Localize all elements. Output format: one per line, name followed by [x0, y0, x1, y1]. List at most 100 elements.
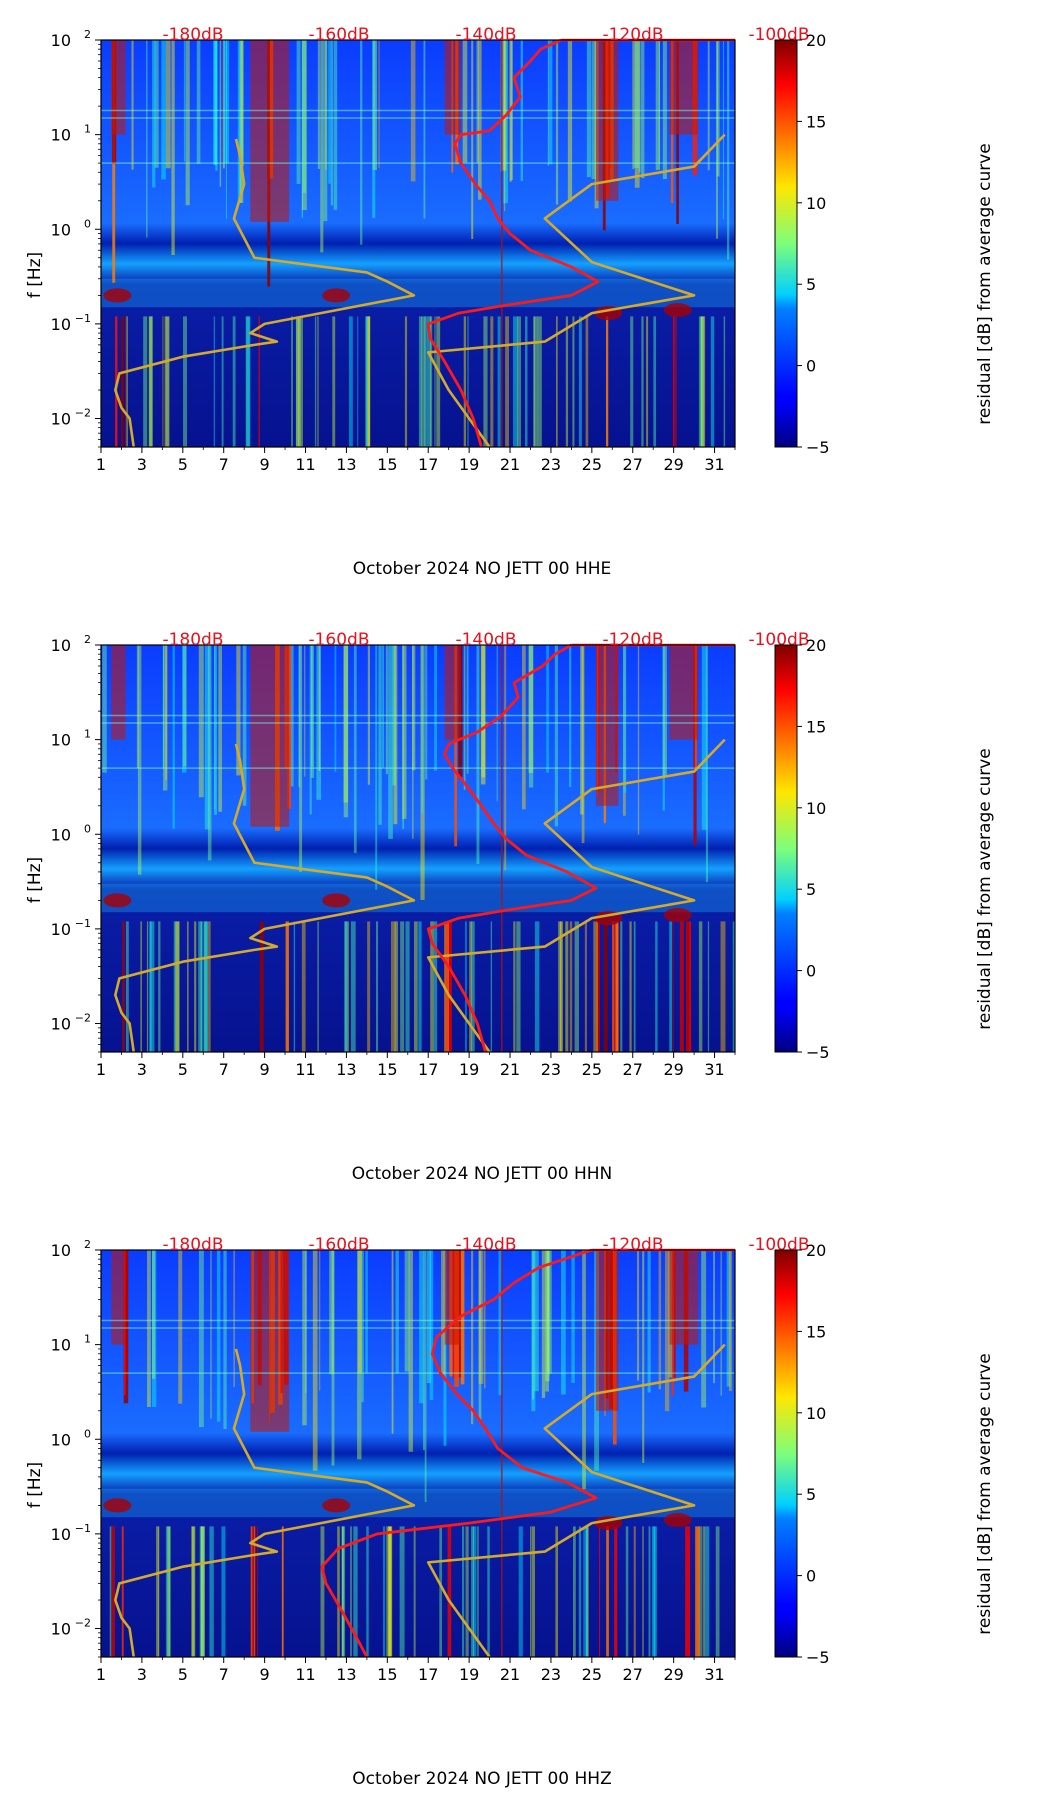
heatmap-streak [471, 40, 474, 240]
heatmap-streak [727, 40, 730, 260]
x-tick-label: 17 [418, 455, 438, 474]
heatmap-streak [330, 40, 334, 206]
y-tick-exponent: −1 [75, 917, 91, 930]
heatmap-streak [545, 1250, 550, 1382]
heatmap-streak [424, 1250, 427, 1503]
colorbar-tick-label: −5 [806, 1648, 830, 1667]
db-label-160: -160dB [308, 1235, 369, 1255]
heatmap-streak [664, 1250, 670, 1412]
heatmap-streak [343, 645, 349, 818]
heatmap-streak [152, 40, 156, 188]
heatmap-hotspot [663, 908, 692, 923]
x-tick-label: 9 [260, 1665, 270, 1684]
colorbar-tick-label: 5 [806, 275, 816, 294]
colorbar-gradient [774, 39, 798, 448]
db-label-140: -140dB [455, 25, 516, 45]
heatmap-streak [149, 921, 155, 1052]
heatmap-streak [533, 316, 536, 447]
heatmap-streak [178, 1250, 183, 1404]
x-tick-label: 19 [459, 1060, 479, 1079]
heatmap-streak [532, 1250, 535, 1400]
heatmap-streak [707, 40, 710, 171]
heatmap-streak [524, 316, 528, 447]
y-tick-exponent: 2 [84, 28, 91, 41]
heatmap-streak [469, 921, 473, 1052]
x-tick-label: 1 [96, 1060, 106, 1079]
heatmap-streak [343, 645, 349, 803]
heatmap-streak [430, 316, 433, 447]
heatmap-streak [546, 645, 550, 773]
heatmap-hot-region [111, 40, 126, 135]
db-label-160: -160dB [308, 630, 369, 650]
heatmap-streak [720, 1250, 722, 1396]
heatmap-streak [185, 40, 190, 206]
heatmap-streak [606, 1526, 609, 1657]
heatmap-streak [332, 316, 336, 447]
heatmap-streak [317, 40, 320, 170]
microseism-band [101, 883, 735, 913]
heatmap-streak [143, 316, 148, 447]
heatmap-streak [200, 921, 203, 1052]
heatmap-streak [569, 921, 573, 1052]
heatmap-streak [422, 1250, 425, 1451]
heatmap-hotspot [103, 893, 132, 908]
heatmap-hotspot [663, 303, 692, 318]
heatmap-streak [149, 921, 152, 1052]
y-tick-label: 10 [51, 1430, 71, 1449]
heatmap-streak [372, 40, 376, 218]
heatmap-streak [137, 645, 142, 875]
heatmap-streak [421, 645, 424, 813]
x-tick-label: 25 [582, 455, 602, 474]
heatmap-streak [385, 645, 388, 775]
heatmap-streak [705, 645, 709, 883]
heatmap-streak [311, 645, 313, 767]
heatmap-streak [394, 921, 399, 1052]
y-axis-label: f [Hz] [25, 1462, 45, 1508]
heatmap-streak [201, 1526, 205, 1657]
heatmap-streak [462, 40, 468, 163]
heatmap-streak [331, 1250, 335, 1466]
heatmap-streak [518, 1526, 523, 1657]
heatmap-streak [167, 1526, 171, 1657]
heatmap-streak [554, 645, 559, 827]
heatmap-streak [478, 1250, 482, 1421]
heatmap-streak [413, 1526, 416, 1657]
heatmap-streak [320, 40, 324, 253]
heatmap-streak [648, 1526, 651, 1657]
heatmap-streak [175, 921, 180, 1052]
heatmap-streak [466, 1526, 469, 1657]
x-tick-label: 17 [418, 1060, 438, 1079]
heatmap-streak [584, 921, 587, 1052]
heatmap-streak [490, 316, 494, 447]
heatmap-streak [299, 645, 303, 872]
heatmap-streak [528, 645, 534, 788]
heatmap-streak [420, 645, 425, 900]
heatmap-hotspot [103, 288, 132, 303]
x-tick-label: 5 [178, 1665, 188, 1684]
heatmap-streak [655, 921, 658, 1052]
heatmap-streak [686, 921, 690, 1052]
db-label-140: -140dB [455, 1235, 516, 1255]
heatmap-streak [365, 316, 369, 447]
db-scale-labels: -180dB -160dB -140dB -120dB -100dB [162, 25, 809, 45]
heatmap-streak [367, 316, 370, 447]
heatmap-streak [305, 1250, 307, 1394]
heatmap-streak [593, 921, 598, 1052]
heatmap-streak [365, 1250, 368, 1374]
heatmap-streak [109, 1526, 112, 1657]
heatmap-streak [441, 1250, 446, 1375]
heatmap-hot-region [250, 40, 290, 222]
heatmap-streak [213, 40, 218, 165]
heatmap-streak [605, 316, 609, 447]
x-tick-label: 29 [663, 455, 683, 474]
heatmap-streak [360, 40, 363, 245]
heatmap-streak [625, 1526, 629, 1657]
x-tick-label: 23 [541, 1665, 561, 1684]
heatmap-streak [357, 316, 359, 447]
heatmap-streak [162, 316, 164, 447]
heatmap-streak [571, 1250, 575, 1383]
x-tick-label: 13 [336, 455, 356, 474]
heatmap-streak [233, 1250, 235, 1387]
